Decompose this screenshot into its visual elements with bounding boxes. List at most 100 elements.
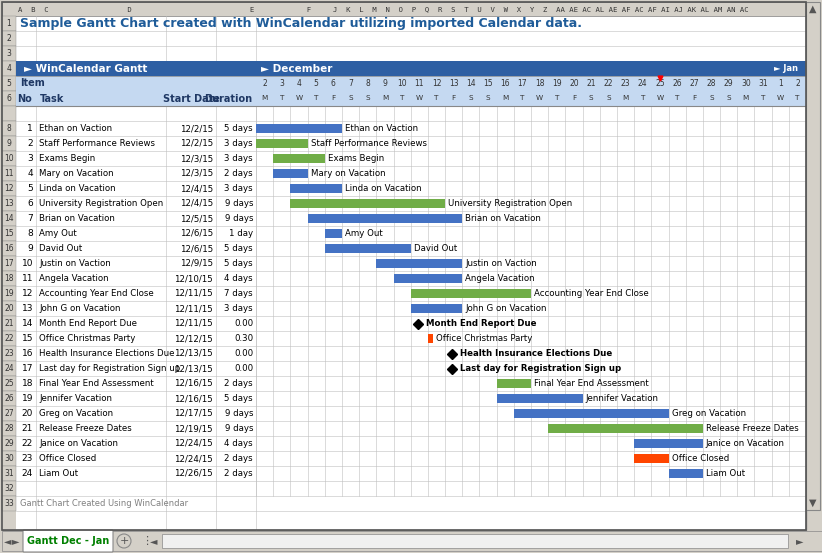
- Text: T: T: [434, 96, 439, 102]
- Text: 5: 5: [7, 79, 12, 88]
- Text: M: M: [502, 96, 508, 102]
- Text: 4 days: 4 days: [224, 274, 253, 283]
- Text: Release Freeze Dates: Release Freeze Dates: [706, 424, 799, 433]
- Bar: [2, 271, 16, 286]
- Text: 9 days: 9 days: [224, 199, 253, 208]
- Text: T: T: [520, 96, 524, 102]
- Text: 12/10/15: 12/10/15: [174, 274, 213, 283]
- Text: ◄: ◄: [150, 536, 158, 546]
- Text: Accounting Year End Close: Accounting Year End Close: [534, 289, 649, 298]
- Text: 4: 4: [27, 169, 33, 178]
- Text: 19: 19: [4, 289, 14, 298]
- Bar: [2, 286, 16, 301]
- Text: Month End Report Due: Month End Report Due: [39, 319, 137, 328]
- Bar: [2, 151, 16, 166]
- Text: 20: 20: [4, 304, 14, 313]
- Text: ►: ►: [12, 536, 20, 546]
- Text: S: S: [606, 96, 611, 102]
- Bar: [394, 274, 462, 283]
- Text: 12/2/15: 12/2/15: [180, 139, 213, 148]
- Text: 13: 13: [449, 79, 459, 88]
- Bar: [256, 76, 806, 91]
- Text: F: F: [692, 96, 696, 102]
- Text: 1: 1: [7, 19, 12, 28]
- Text: 3 days: 3 days: [224, 184, 253, 193]
- Text: 5: 5: [27, 184, 33, 193]
- Text: 2 days: 2 days: [224, 379, 253, 388]
- Text: Mary on Vacation: Mary on Vacation: [311, 169, 386, 178]
- Text: 12: 12: [21, 289, 33, 298]
- Text: 29: 29: [724, 79, 733, 88]
- Bar: [428, 334, 433, 343]
- Bar: [2, 16, 16, 31]
- Text: 23: 23: [4, 349, 14, 358]
- Text: 16: 16: [4, 244, 14, 253]
- Text: Gantt Dec - Jan: Gantt Dec - Jan: [27, 536, 109, 546]
- Text: 16: 16: [21, 349, 33, 358]
- Text: Greg on Vacation: Greg on Vacation: [672, 409, 746, 418]
- Text: Duration: Duration: [204, 93, 252, 103]
- Bar: [634, 454, 668, 463]
- Text: W: W: [416, 96, 423, 102]
- Text: Janice on Vacation: Janice on Vacation: [39, 439, 118, 448]
- Text: 20: 20: [569, 79, 579, 88]
- Text: 0.00: 0.00: [234, 349, 253, 358]
- Bar: [2, 451, 16, 466]
- Text: 21: 21: [586, 79, 596, 88]
- Text: Angela Vacation: Angela Vacation: [465, 274, 535, 283]
- Text: Brian on Vacation: Brian on Vacation: [39, 214, 115, 223]
- Bar: [2, 2, 806, 16]
- Bar: [256, 124, 342, 133]
- Text: 7 days: 7 days: [224, 289, 253, 298]
- Bar: [2, 466, 16, 481]
- Text: Jennifer Vacation: Jennifer Vacation: [39, 394, 112, 403]
- Bar: [2, 376, 16, 391]
- Text: T: T: [555, 96, 559, 102]
- Text: Start Date: Start Date: [163, 93, 219, 103]
- Text: Item: Item: [20, 79, 44, 88]
- Text: 12/24/15: 12/24/15: [174, 439, 213, 448]
- Bar: [2, 76, 16, 91]
- Text: S: S: [589, 96, 593, 102]
- Text: 30: 30: [4, 454, 14, 463]
- Bar: [2, 211, 16, 226]
- Bar: [2, 181, 16, 196]
- Bar: [2, 346, 16, 361]
- Text: Last day for Registration Sign up: Last day for Registration Sign up: [460, 364, 621, 373]
- Text: 3 days: 3 days: [224, 139, 253, 148]
- Text: Linda on Vacation: Linda on Vacation: [345, 184, 422, 193]
- Bar: [2, 331, 16, 346]
- Text: Justin on Vaction: Justin on Vaction: [465, 259, 537, 268]
- Text: 4 days: 4 days: [224, 439, 253, 448]
- Text: Final Year End Assessment: Final Year End Assessment: [39, 379, 154, 388]
- Text: Brian on Vacation: Brian on Vacation: [465, 214, 541, 223]
- Text: 3: 3: [279, 79, 284, 88]
- Text: 12/24/15: 12/24/15: [174, 454, 213, 463]
- Text: 24: 24: [21, 469, 33, 478]
- Text: 12/4/15: 12/4/15: [180, 199, 213, 208]
- Text: 2: 2: [27, 139, 33, 148]
- Text: 3 days: 3 days: [224, 304, 253, 313]
- Bar: [411, 289, 531, 298]
- Text: 14: 14: [4, 214, 14, 223]
- Text: Ethan on Vaction: Ethan on Vaction: [39, 124, 112, 133]
- Text: Staff Performance Reviews: Staff Performance Reviews: [39, 139, 155, 148]
- Text: 29: 29: [4, 439, 14, 448]
- Bar: [2, 226, 16, 241]
- Text: 23: 23: [21, 454, 33, 463]
- Text: 12/12/15: 12/12/15: [174, 334, 213, 343]
- Text: 3: 3: [7, 49, 12, 58]
- Text: 5: 5: [314, 79, 319, 88]
- Text: No: No: [17, 93, 32, 103]
- Text: 11: 11: [414, 79, 424, 88]
- Text: 13: 13: [4, 199, 14, 208]
- Text: 28: 28: [707, 79, 716, 88]
- Text: A  B  C                  D                           E            F     J  K  L : A B C D E F J K L: [18, 6, 749, 12]
- Text: 31: 31: [758, 79, 768, 88]
- Text: Amy Out: Amy Out: [345, 229, 383, 238]
- Bar: [496, 379, 531, 388]
- Bar: [256, 91, 806, 106]
- Text: 19: 19: [21, 394, 33, 403]
- Bar: [634, 439, 703, 448]
- Bar: [2, 481, 16, 496]
